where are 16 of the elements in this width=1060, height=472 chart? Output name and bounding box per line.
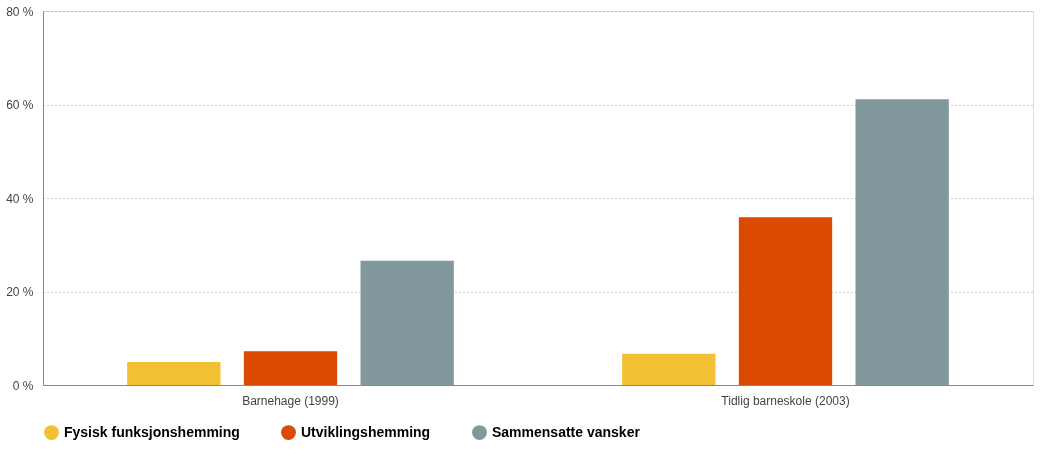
x-tick-label: Barnehage (1999): [242, 393, 339, 408]
y-tick-label: 80 %: [6, 4, 34, 19]
y-tick-label: 20 %: [6, 285, 34, 299]
legend-label: Sammensatte vansker: [492, 423, 641, 440]
bar: [622, 353, 716, 385]
legend-label: Fysisk funksjonshemming: [64, 423, 240, 440]
y-tick-label: 60 %: [6, 98, 34, 112]
bar: [243, 351, 338, 385]
bar: [855, 99, 949, 385]
y-tick-label: 0 %: [12, 378, 34, 393]
bar: [738, 217, 833, 385]
y-tick-label: 40 %: [6, 191, 34, 206]
bar: [127, 362, 221, 385]
bar: [360, 260, 454, 385]
x-tick-label: Tidlig barneskole (2003): [721, 393, 850, 408]
legend-label: Utviklingshemming: [301, 423, 431, 440]
